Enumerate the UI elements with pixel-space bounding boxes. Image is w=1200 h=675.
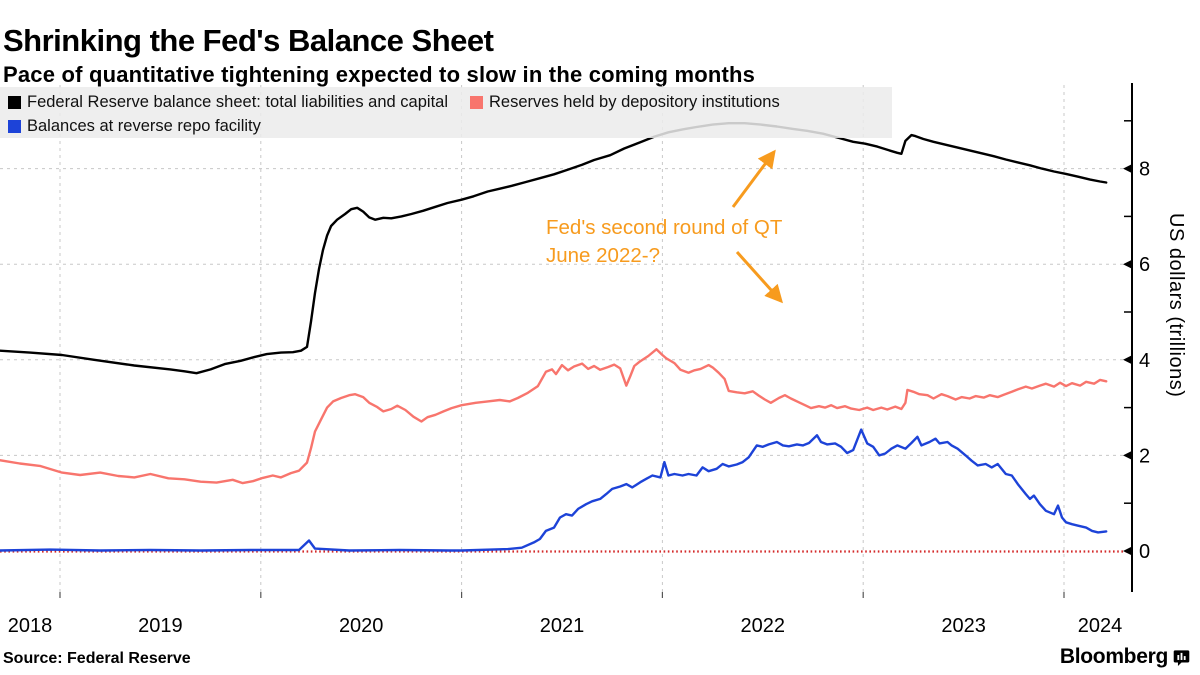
qt-annotation-line1: Fed's second round of QT <box>546 216 783 239</box>
x-year-label: 2018 <box>8 615 53 637</box>
legend-label: Balances at reverse repo facility <box>27 117 261 135</box>
x-year-label: 2020 <box>339 615 384 637</box>
annotation-arrow <box>735 250 784 304</box>
series-reserves <box>0 348 1108 485</box>
legend-row-1: Federal Reserve balance sheet: total lia… <box>8 90 884 114</box>
page-title: Shrinking the Fed's Balance Sheet <box>3 22 494 58</box>
y-axis-title: US dollars (trillions) <box>1165 213 1187 398</box>
x-year-label: 2024 <box>1078 615 1123 637</box>
y-tick-label: 6 <box>1139 254 1150 276</box>
legend-row-2: Balances at reverse repo facility <box>8 114 884 138</box>
annotation-arrow <box>731 149 776 208</box>
legend-item-reserves: Reserves held by depository institutions <box>470 90 780 114</box>
y-major-tick-arrow <box>1123 355 1132 365</box>
balance-sheet-swatch-icon <box>8 95 21 109</box>
qt-annotation: Fed's second round of QT June 2022-? <box>546 214 782 270</box>
reserves-swatch-icon <box>470 95 483 109</box>
source-note: Source: Federal Reserve <box>3 650 191 667</box>
x-year-label: 2022 <box>741 615 786 637</box>
x-year-label: 2023 <box>941 615 986 637</box>
series-balance-sheet <box>0 122 1108 375</box>
bloomberg-terminal-icon <box>1173 649 1190 666</box>
bloomberg-logo: Bloomberg <box>1060 645 1190 669</box>
chart-legend: Federal Reserve balance sheet: total lia… <box>0 87 892 138</box>
y-major-tick-arrow <box>1123 164 1132 174</box>
y-major-tick-arrow <box>1123 450 1132 460</box>
reverse-repo-swatch-icon <box>8 119 21 133</box>
legend-item-reverse-repo: Balances at reverse repo facility <box>8 114 261 138</box>
legend-label: Reserves held by depository institutions <box>489 93 780 111</box>
x-year-label: 2019 <box>138 615 183 637</box>
y-tick-label: 2 <box>1139 445 1150 467</box>
qt-annotation-line2: June 2022-? <box>546 244 660 267</box>
y-tick-label: 8 <box>1139 159 1150 181</box>
x-year-label: 2021 <box>540 615 585 637</box>
y-tick-label: 0 <box>1139 541 1150 563</box>
y-major-tick-arrow <box>1123 259 1132 269</box>
y-major-tick-arrow <box>1123 546 1132 556</box>
series-reverse-repo <box>0 428 1108 552</box>
bloomberg-wordmark: Bloomberg <box>1059 645 1168 668</box>
legend-label: Federal Reserve balance sheet: total lia… <box>27 93 448 111</box>
page-subtitle: Pace of quantitative tightening expected… <box>3 62 756 88</box>
y-tick-label: 4 <box>1139 350 1150 372</box>
legend-item-balance-sheet: Federal Reserve balance sheet: total lia… <box>8 90 448 114</box>
